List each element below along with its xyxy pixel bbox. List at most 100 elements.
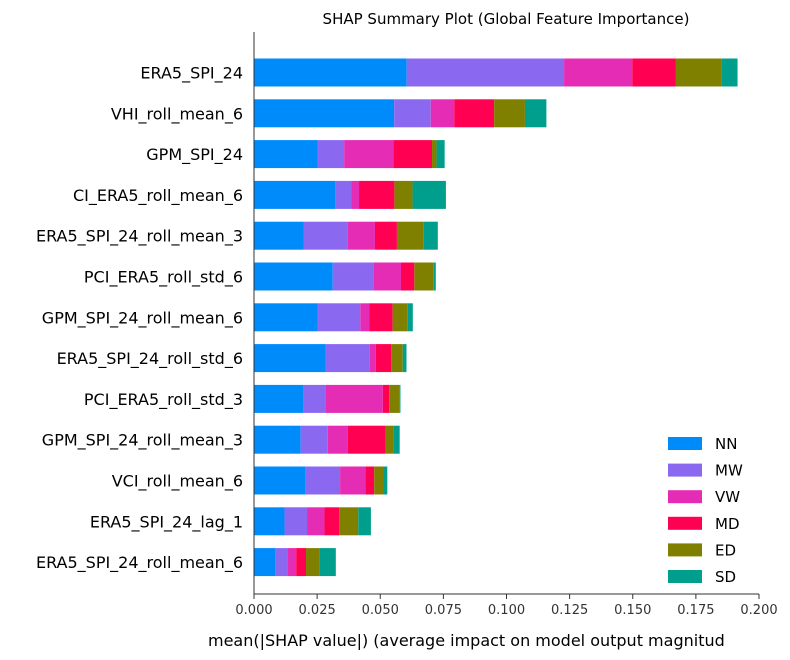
bar-sd-3: [412, 180, 446, 209]
bar-vw-9: [327, 425, 348, 454]
bar-ed-3: [394, 180, 413, 209]
bar-sd-7: [402, 344, 407, 373]
bar-vw-4: [347, 221, 375, 250]
y-tick-label-9: GPM_SPI_24_roll_mean_3: [42, 431, 243, 451]
bar-md-11: [324, 507, 340, 536]
bar-sd-10: [383, 466, 388, 495]
legend: NN MW VW MD ED SD: [668, 435, 743, 586]
bar-ed-12: [306, 548, 320, 577]
bar-ed-1: [494, 99, 525, 128]
bar-vw-8: [325, 384, 383, 413]
x-tick-label-4: 0.100: [488, 603, 525, 618]
bar-ed-9: [385, 425, 394, 454]
bar-md-10: [365, 466, 375, 495]
x-tick-label-2: 0.050: [362, 603, 399, 618]
x-tick-label-6: 0.150: [614, 603, 651, 618]
bars-layer: [254, 58, 738, 577]
bar-mw-6: [317, 303, 361, 332]
bar-ed-10: [374, 466, 384, 495]
bar-md-12: [296, 548, 307, 577]
bar-mw-11: [284, 507, 308, 536]
legend-swatch-mw: [668, 463, 702, 477]
bar-mw-8: [303, 384, 326, 413]
legend-label-md: MD: [715, 515, 740, 533]
legend-swatch-ed: [668, 543, 702, 557]
bar-vw-0: [564, 58, 633, 87]
bar-mw-3: [335, 180, 352, 209]
bar-vw-11: [307, 507, 325, 536]
bar-sd-0: [721, 58, 738, 87]
bar-sd-8: [399, 384, 401, 413]
bar-sd-5: [433, 262, 436, 291]
bar-sd-9: [393, 425, 400, 454]
bar-nn-6: [254, 303, 318, 332]
bar-vw-1: [430, 99, 455, 128]
bar-nn-10: [254, 466, 306, 495]
bar-ed-11: [339, 507, 359, 536]
bar-sd-11: [358, 507, 371, 536]
bar-vw-2: [344, 140, 394, 169]
bar-ed-6: [392, 303, 408, 332]
bar-mw-1: [394, 99, 431, 128]
bar-nn-8: [254, 384, 304, 413]
bar-mw-2: [317, 140, 345, 169]
bar-vw-7: [369, 344, 376, 373]
bar-mw-10: [305, 466, 341, 495]
bar-ed-2: [432, 140, 437, 169]
bar-md-4: [374, 221, 397, 250]
x-tick-label-5: 0.125: [551, 603, 588, 618]
chart-title: SHAP Summary Plot (Global Feature Import…: [323, 10, 690, 28]
y-tick-label-1: VHI_roll_mean_6: [111, 104, 243, 124]
bar-md-9: [347, 425, 386, 454]
bar-md-3: [359, 180, 395, 209]
bar-md-6: [369, 303, 393, 332]
bar-sd-6: [407, 303, 413, 332]
x-tick-label-3: 0.075: [425, 603, 462, 618]
bar-md-5: [400, 262, 415, 291]
x-tick-label-8: 0.200: [740, 603, 777, 618]
bar-ed-8: [389, 384, 400, 413]
legend-swatch-vw: [668, 490, 702, 504]
bar-vw-6: [360, 303, 370, 332]
bar-vw-12: [287, 548, 297, 577]
bar-md-7: [375, 344, 392, 373]
y-tick-label-12: ERA5_SPI_24_roll_mean_6: [36, 553, 243, 573]
y-tick-label-10: VCI_roll_mean_6: [112, 472, 243, 492]
y-tick-label-5: PCI_ERA5_roll_std_6: [84, 268, 243, 288]
bar-vw-10: [340, 466, 366, 495]
bar-vw-5: [373, 262, 401, 291]
bar-nn-2: [254, 140, 318, 169]
y-tick-label-6: GPM_SPI_24_roll_mean_6: [42, 308, 243, 328]
y-tick-label-0: ERA5_SPI_24: [140, 64, 243, 84]
bar-nn-3: [254, 180, 336, 209]
x-axis-label: mean(|SHAP value|) (average impact on mo…: [208, 631, 725, 650]
bar-vw-3: [351, 180, 360, 209]
bar-sd-1: [524, 99, 547, 128]
legend-swatch-md: [668, 516, 702, 530]
bar-sd-4: [423, 221, 438, 250]
bar-nn-11: [254, 507, 285, 536]
y-tick-label-7: ERA5_SPI_24_roll_std_6: [57, 349, 243, 369]
x-tick-label-7: 0.175: [677, 603, 714, 618]
y-tick-label-2: GPM_SPI_24: [146, 145, 243, 165]
bar-sd-12: [319, 548, 336, 577]
bar-nn-1: [254, 99, 395, 128]
bar-ed-4: [396, 221, 424, 250]
bar-md-2: [393, 140, 433, 169]
bar-mw-7: [325, 344, 370, 373]
legend-swatch-sd: [668, 570, 702, 583]
y-tick-label-4: ERA5_SPI_24_roll_mean_3: [36, 227, 243, 247]
bar-md-0: [632, 58, 676, 87]
bar-nn-12: [254, 548, 276, 577]
y-tick-label-8: PCI_ERA5_roll_std_3: [84, 390, 243, 410]
x-axis-ticks: 0.000 0.025 0.050 0.075 0.100 0.125 0.150 0.175…: [235, 594, 778, 618]
x-tick-label-0: 0.000: [235, 603, 272, 618]
bar-mw-5: [332, 262, 374, 291]
bar-nn-0: [254, 58, 407, 87]
legend-label-ed: ED: [715, 541, 736, 559]
bar-nn-5: [254, 262, 333, 291]
bar-mw-0: [406, 58, 565, 87]
bar-mw-4: [303, 221, 348, 250]
legend-label-vw: VW: [715, 488, 740, 506]
